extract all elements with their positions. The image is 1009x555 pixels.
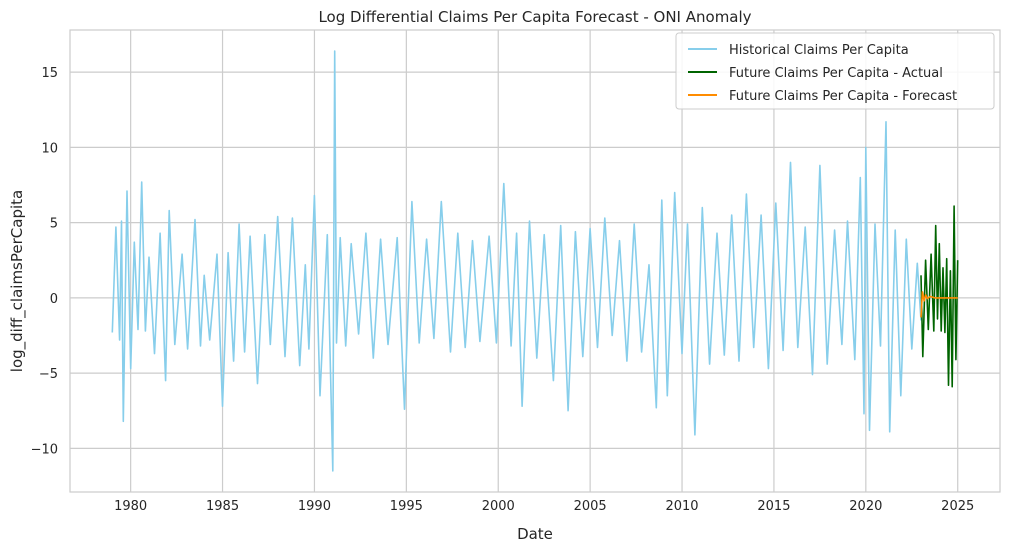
x-tick-label: 1985 — [206, 499, 239, 514]
x-tick-label: 2010 — [665, 499, 698, 514]
x-tick-label: 1995 — [390, 499, 423, 514]
legend: Historical Claims Per Capita Future Clai… — [675, 32, 995, 110]
y-tick-label: 15 — [41, 66, 58, 81]
legend-label-forecast: Future Claims Per Capita - Forecast — [729, 89, 957, 104]
y-tick-label: 10 — [41, 141, 58, 156]
x-tick-label: 2005 — [574, 499, 607, 514]
y-axis-ticks: −10 −5 0 5 10 15 — [31, 66, 58, 457]
y-axis-label: log_diff_claimsPerCapita — [8, 190, 27, 372]
series-layer — [111, 50, 959, 472]
legend-label-actual: Future Claims Per Capita - Actual — [729, 66, 943, 81]
legend-box — [675, 32, 995, 110]
actual-series-line — [920, 205, 959, 388]
x-tick-label: 2015 — [757, 499, 790, 514]
x-tick-label: 2020 — [849, 499, 882, 514]
y-tick-label: −10 — [31, 442, 58, 457]
x-axis-ticks: 1980 1985 1990 1995 2000 2005 2010 2015 2020 2025 — [114, 499, 974, 514]
historical-series-line — [111, 50, 922, 472]
x-tick-label: 2025 — [941, 499, 974, 514]
x-tick-label: 1990 — [298, 499, 331, 514]
y-tick-label: 5 — [50, 217, 58, 232]
legend-label-historical: Historical Claims Per Capita — [729, 43, 909, 58]
grid — [70, 30, 1000, 492]
x-tick-label: 1980 — [114, 499, 147, 514]
plot-frame — [69, 29, 1001, 493]
y-tick-label: 0 — [50, 292, 58, 307]
x-axis-label: Date — [517, 525, 553, 543]
x-tick-label: 2000 — [482, 499, 515, 514]
forecast-series-line — [920, 291, 958, 318]
y-tick-label: −5 — [39, 367, 58, 382]
chart-title: Log Differential Claims Per Capita Forec… — [318, 8, 751, 26]
